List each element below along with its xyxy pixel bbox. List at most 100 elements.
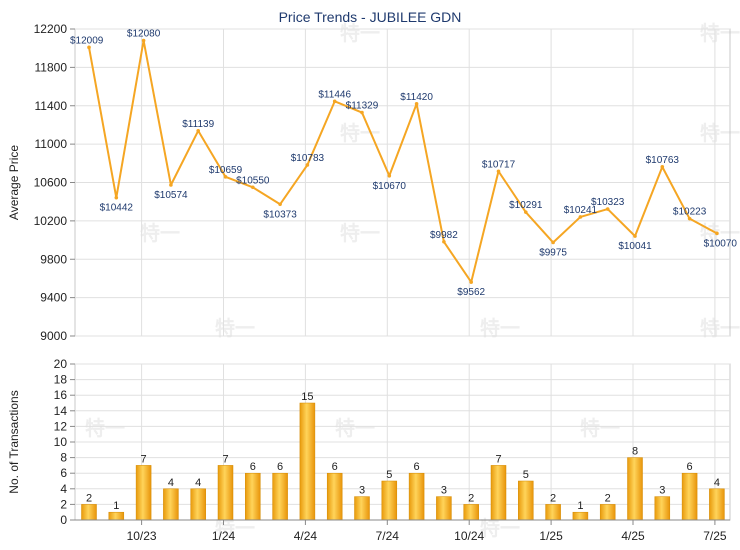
y-tick-label: 11000 bbox=[35, 137, 68, 151]
y-tick-label: 16 bbox=[54, 388, 68, 402]
transaction-bar-label: 6 bbox=[687, 461, 693, 473]
y-tick-label: 2 bbox=[60, 497, 67, 511]
price-point bbox=[141, 38, 146, 43]
transaction-bar bbox=[572, 511, 589, 521]
transaction-bar-label: 7 bbox=[141, 453, 147, 465]
price-point bbox=[715, 231, 719, 236]
price-data-label: $9562 bbox=[457, 287, 485, 298]
y-tick-label: 20 bbox=[54, 357, 68, 371]
price-point bbox=[278, 202, 282, 207]
price-point bbox=[660, 165, 665, 169]
y-tick-label: 12 bbox=[54, 419, 68, 433]
price-data-label: $10323 bbox=[591, 197, 625, 208]
price-point bbox=[223, 175, 228, 179]
price-data-label: $10070 bbox=[704, 238, 738, 249]
price-point bbox=[442, 239, 446, 244]
y-tick-label: 10600 bbox=[34, 176, 68, 190]
transaction-bar-label: 3 bbox=[659, 485, 665, 497]
price-data-label: $10783 bbox=[291, 153, 325, 164]
y-tick-label: 4 bbox=[60, 482, 67, 496]
transaction-bar-label: 8 bbox=[632, 446, 638, 458]
y-tick-label: 0 bbox=[60, 513, 67, 527]
x-tick-label: 4/25 bbox=[621, 529, 645, 543]
price-data-label: $10223 bbox=[673, 207, 707, 218]
watermark-text: 特一 bbox=[335, 416, 375, 440]
price-data-label: $11420 bbox=[400, 92, 433, 103]
y-tick-label: 14 bbox=[54, 404, 68, 418]
price-series-line bbox=[88, 39, 718, 284]
y-tick-label: 10 bbox=[54, 435, 68, 449]
transaction-bar-label: 15 bbox=[301, 391, 313, 403]
price-point bbox=[87, 45, 91, 50]
transaction-bar-label: 4 bbox=[195, 477, 201, 489]
transaction-bar bbox=[709, 488, 725, 521]
price-data-label: $10241 bbox=[564, 205, 598, 216]
price-point bbox=[551, 240, 555, 245]
price-point bbox=[251, 185, 255, 190]
price-point bbox=[114, 195, 119, 200]
watermark-text: 特一 bbox=[85, 416, 125, 440]
transaction-bar bbox=[599, 504, 616, 521]
price-point bbox=[196, 128, 200, 133]
price-data-label: $12080 bbox=[127, 29, 161, 40]
transaction-bar-label: 2 bbox=[468, 492, 474, 504]
y-tick-label: 11800 bbox=[35, 60, 68, 74]
y-tick-label: 12200 bbox=[34, 22, 68, 36]
transaction-bar-label: 1 bbox=[577, 500, 583, 512]
price-point bbox=[305, 163, 310, 167]
transaction-bar bbox=[436, 496, 452, 521]
price-data-label: $10574 bbox=[154, 190, 188, 201]
transaction-bar-label: 4 bbox=[714, 477, 720, 489]
transaction-bar-label: 2 bbox=[605, 492, 611, 504]
transaction-bar-label: 6 bbox=[277, 461, 283, 473]
chart-title: Price Trends - JUBILEE GDN bbox=[279, 9, 462, 25]
transaction-bar bbox=[81, 504, 97, 521]
transaction-bar bbox=[654, 496, 671, 521]
transaction-bar-label: 2 bbox=[550, 492, 556, 504]
price-point bbox=[578, 215, 583, 219]
price-data-label: $10291 bbox=[509, 200, 543, 211]
watermark-text: 特一 bbox=[700, 121, 740, 145]
transaction-bar-label: 3 bbox=[441, 485, 447, 497]
watermark-text: 特一 bbox=[700, 221, 740, 245]
transaction-bar bbox=[135, 465, 152, 521]
x-tick-label: 10/24 bbox=[454, 529, 484, 543]
transaction-bar bbox=[272, 472, 288, 521]
price-data-label: $11329 bbox=[346, 101, 379, 112]
price-data-label: $9975 bbox=[539, 247, 567, 258]
price-data-label: $10550 bbox=[236, 175, 270, 186]
transaction-bar-label: 3 bbox=[359, 485, 365, 497]
transaction-bar-label: 6 bbox=[414, 461, 420, 473]
x-tick-label: 1/25 bbox=[539, 529, 563, 543]
price-trend-chart: 9000 9400 9800 10200 10600 11000 11400 11800 122… bbox=[7, 22, 737, 343]
transaction-bar-label: 6 bbox=[332, 461, 338, 473]
price-point bbox=[524, 210, 528, 214]
transaction-bar bbox=[108, 511, 125, 521]
transaction-bar-label: 7 bbox=[495, 453, 501, 465]
transaction-bar bbox=[627, 457, 643, 521]
price-point bbox=[633, 234, 637, 238]
y-tick-label: 9800 bbox=[40, 252, 67, 266]
watermark-text: 特一 bbox=[140, 221, 180, 245]
transaction-bar-label: 5 bbox=[523, 469, 529, 481]
price-data-label: $10442 bbox=[100, 203, 134, 214]
x-tick-label: 7/24 bbox=[376, 529, 400, 543]
x-tick-label: 4/24 bbox=[294, 529, 318, 543]
transaction-bar bbox=[381, 480, 398, 521]
transaction-bar bbox=[326, 472, 343, 521]
transaction-bar bbox=[518, 480, 534, 521]
y-tick-label: 6 bbox=[60, 466, 67, 480]
y-tick-label: 18 bbox=[54, 373, 68, 387]
x-tick-label: 1/24 bbox=[212, 529, 236, 543]
x-tick-label: 7/25 bbox=[703, 529, 727, 543]
price-data-label: $10659 bbox=[209, 165, 243, 176]
transaction-bar-label: 1 bbox=[113, 500, 119, 512]
y-tick-label: 8 bbox=[60, 451, 67, 465]
price-data-label: $11139 bbox=[182, 119, 214, 130]
price-point bbox=[496, 169, 501, 174]
transaction-bar-label: 4 bbox=[168, 477, 174, 489]
price-point bbox=[469, 280, 474, 284]
